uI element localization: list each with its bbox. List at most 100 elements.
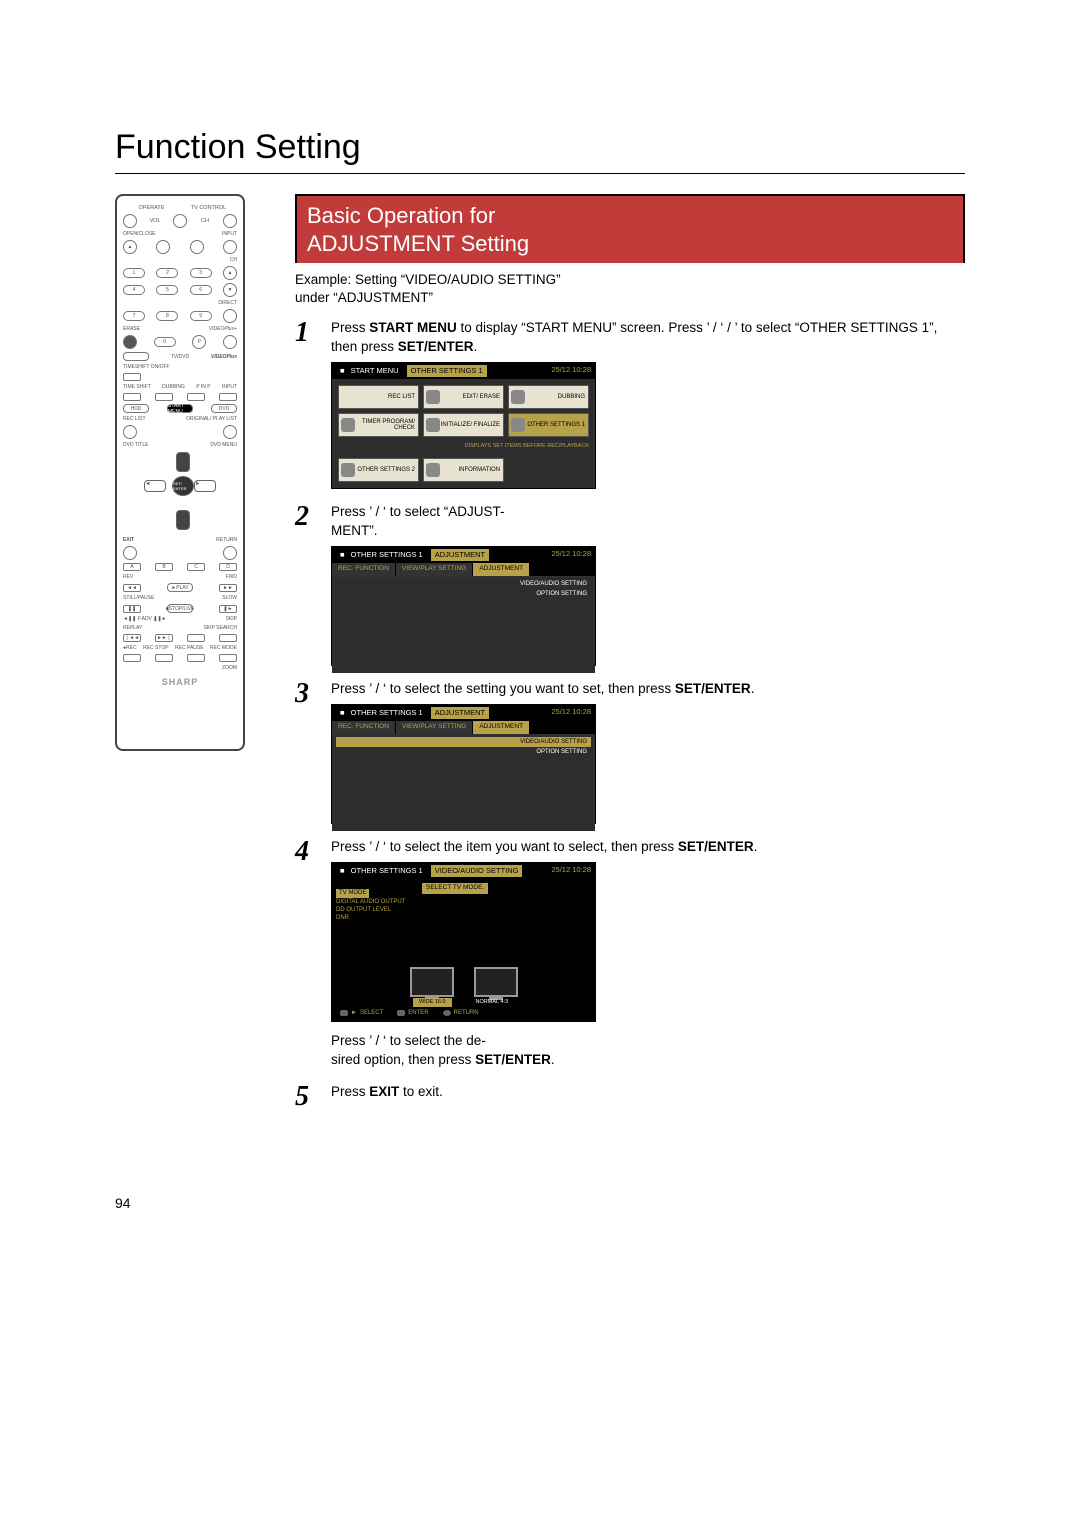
osd-cell: INFORMATION <box>423 458 504 482</box>
osd-screen-1: ■ START MENU OTHER SETTINGS 1 25/12 10:2… <box>331 362 596 490</box>
remote-btn <box>187 393 205 401</box>
remote-btn <box>156 240 170 254</box>
remote-btn <box>123 335 137 349</box>
remote-zoom-label: ZOOM <box>123 665 237 671</box>
remote-dvdmenu-label: DVD MENU <box>210 442 237 448</box>
remote-rec-label: ●REC <box>123 645 137 651</box>
remote-recstop-label: REC STOP <box>143 645 168 651</box>
remote-dubbing-label: DUBBING <box>162 384 185 390</box>
remote-timeshift2-label: TIME SHIFT <box>123 384 151 390</box>
osd-screen-3: ■ OTHER SETTINGS 1 ADJUSTMENT 25/12 10:2… <box>331 704 596 824</box>
remote-timeshift-label: TIMESHIFT ON/OFF <box>123 364 237 370</box>
remote-reclist-label: REC LIST <box>123 416 146 422</box>
osd-tab-active: ADJUSTMENT <box>473 563 530 576</box>
osd-screen-2: ■ OTHER SETTINGS 1 ADJUSTMENT 25/12 10:2… <box>331 546 596 666</box>
osd-cell: INITIALIZE/ FINALIZE <box>423 413 504 437</box>
remote-fadv-label: ◄❚❚ F.ADV ❚❚► <box>123 616 167 622</box>
osd-crumb-active: OTHER SETTINGS 1 <box>407 365 487 377</box>
step-4: 4 Press ’ / ‘ to select the item you wan… <box>295 838 965 1069</box>
osd-cell: EDIT/ ERASE <box>423 385 504 409</box>
remote-tvdvd-label: TV/DVD <box>171 354 189 360</box>
step-number: 1 <box>295 319 317 489</box>
remote-input-label: INPUT <box>222 231 237 237</box>
step-text: Press ’ / ‘ to select the item you want … <box>331 839 678 854</box>
remote-num-4: 4 <box>123 285 145 295</box>
remote-operate-label: OPERATE <box>123 205 180 211</box>
step-bold: SET/ENTER <box>475 1052 551 1067</box>
osd-tab: VIEW/PLAY SETTING <box>396 721 473 734</box>
remote-direct-label: DIRECT <box>123 300 237 306</box>
section-header: Basic Operation for ADJUSTMENT Setting <box>295 194 965 263</box>
step-number: 4 <box>295 838 317 1069</box>
remote-openclose-label: OPEN/CLOSE <box>123 231 156 237</box>
remote-d-btn: D <box>219 563 237 571</box>
remote-exit-btn <box>123 546 137 560</box>
remote-btn <box>123 654 141 662</box>
osd-foot-select: ►SELECT <box>340 1009 383 1017</box>
remote-recmode-label: REC MODE <box>210 645 237 651</box>
remote-fwd-label: FWD <box>226 574 237 580</box>
osd-cell: REC LIST <box>338 385 419 409</box>
step-bold: SET/ENTER <box>398 339 474 354</box>
remote-num-0: 0 <box>154 337 176 347</box>
remote-original-label: ORIGINAL/ PLAY LIST <box>186 416 237 422</box>
remote-dvd-btn: DVD <box>211 404 237 413</box>
osd-side-item: DD OUTPUT LEVEL <box>336 907 391 913</box>
remote-input2-label: INPUT <box>222 384 237 390</box>
step-bold: SET/ENTER <box>678 839 754 854</box>
osd-cell: DUBBING <box>508 385 589 409</box>
osd-item: VIDEO/AUDIO SETTING <box>336 579 591 589</box>
osd-time: 25/12 10:28 <box>551 365 591 377</box>
remote-btn <box>219 634 237 642</box>
osd-time: 25/12 10:28 <box>551 865 591 877</box>
step-bold: EXIT <box>369 1084 399 1099</box>
remote-recpause-label: REC PAUSE <box>175 645 204 651</box>
remote-btn: ◄◄ <box>123 584 141 592</box>
remote-skip-label: SKIP <box>226 616 237 622</box>
osd-cell: TIMER PROGRAM/ CHECK <box>338 413 419 437</box>
step-text: . <box>551 1052 555 1067</box>
remote-erase-label: ERASE <box>123 326 140 332</box>
step-text: . <box>751 681 755 696</box>
remote-btn <box>223 335 237 349</box>
remote-dvdtitle-label: DVD TITLE <box>123 442 148 448</box>
step-text: Press <box>331 320 369 335</box>
osd-side-item: DIGITAL AUDIO OUTPUT <box>336 899 405 905</box>
step-bold: START MENU <box>369 320 457 335</box>
remote-btn <box>219 393 237 401</box>
osd-item-selected: VIDEO/AUDIO SETTING <box>336 737 591 747</box>
remote-btn <box>190 240 204 254</box>
remote-btn: ►► <box>219 584 237 592</box>
remote-video-label: VIDEOPlus <box>211 354 237 360</box>
step-2: 2 Press ’ / ‘ to select “ADJUST- MENT”. … <box>295 503 965 665</box>
remote-tvdvd-btn <box>123 352 149 361</box>
step-text: to exit. <box>399 1084 443 1099</box>
section-header-line1: Basic Operation for <box>307 203 495 228</box>
remote-btn: ▲ <box>123 240 137 254</box>
remote-play-btn: ►PLAY <box>167 583 193 592</box>
remote-b-btn: B <box>155 563 173 571</box>
remote-btn <box>223 309 237 323</box>
remote-btn <box>223 425 237 439</box>
remote-btn: ►►❘ <box>155 634 173 642</box>
remote-btn: ▲ <box>223 266 237 280</box>
osd-tab: REC. FUNCTION <box>332 563 396 576</box>
remote-btn <box>187 654 205 662</box>
remote-c-btn: C <box>187 563 205 571</box>
osd-foot-enter: ENTER <box>397 1009 428 1017</box>
remote-ch2-label: CH <box>123 257 237 263</box>
osd-note: DISPLAYS SET ITEMS BEFORE REC/PLAYBACK <box>332 443 595 452</box>
osd-crumb-active: VIDEO/AUDIO SETTING <box>431 865 523 877</box>
remote-btn: ❘◄◄ <box>123 634 141 642</box>
remote-videoplus-label: VIDEOPlus+ <box>209 326 237 332</box>
osd-cell: OTHER SETTINGS 2 <box>338 458 419 482</box>
remote-dpad: ◄ SET/ ENTER ► <box>140 452 220 512</box>
remote-brand: SHARP <box>123 677 237 687</box>
osd-crumb-active: ADJUSTMENT <box>431 549 489 561</box>
remote-stoplive-btn: ■STOP/LIVE <box>167 604 193 613</box>
osd-side-item: DNR <box>336 915 349 921</box>
remote-search-label: SKIP SEARCH <box>203 625 237 631</box>
osd-side-selected: TV MODE <box>336 889 369 897</box>
remote-btn: ❚► <box>219 605 237 613</box>
remote-btn: ▼ <box>223 283 237 297</box>
